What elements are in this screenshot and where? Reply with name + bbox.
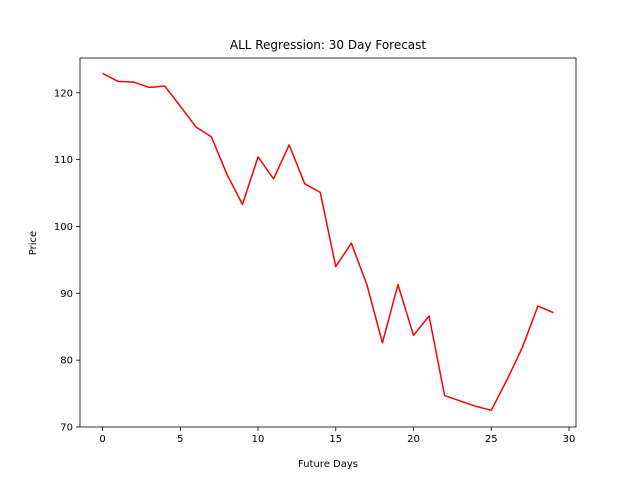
y-tick-label: 90 xyxy=(60,289,73,300)
y-axis-label: Price xyxy=(28,231,39,255)
x-tick-label: 25 xyxy=(485,434,498,445)
y-tick-label: 70 xyxy=(60,423,73,434)
y-tick-label: 100 xyxy=(54,222,73,233)
x-axis: 0 5 10 15 20 25 30 xyxy=(99,427,575,445)
y-axis: 70 80 90 100 110 120 xyxy=(54,88,80,434)
plot-area xyxy=(102,72,554,412)
axes-frame xyxy=(79,57,577,428)
y-tick-label: 110 xyxy=(54,155,73,166)
y-tick-label: 80 xyxy=(60,356,73,367)
x-tick-label: 20 xyxy=(407,434,420,445)
x-axis-label: Future Days xyxy=(298,459,358,470)
x-tick-label: 10 xyxy=(252,434,265,445)
x-tick-label: 15 xyxy=(329,434,342,445)
x-tick-label: 0 xyxy=(99,434,105,445)
x-tick-label: 5 xyxy=(177,434,183,445)
x-tick-label: 30 xyxy=(563,434,576,445)
chart-title: ALL Regression: 30 Day Forecast xyxy=(230,38,427,52)
y-tick-label: 120 xyxy=(54,88,73,99)
series-line xyxy=(102,72,554,412)
